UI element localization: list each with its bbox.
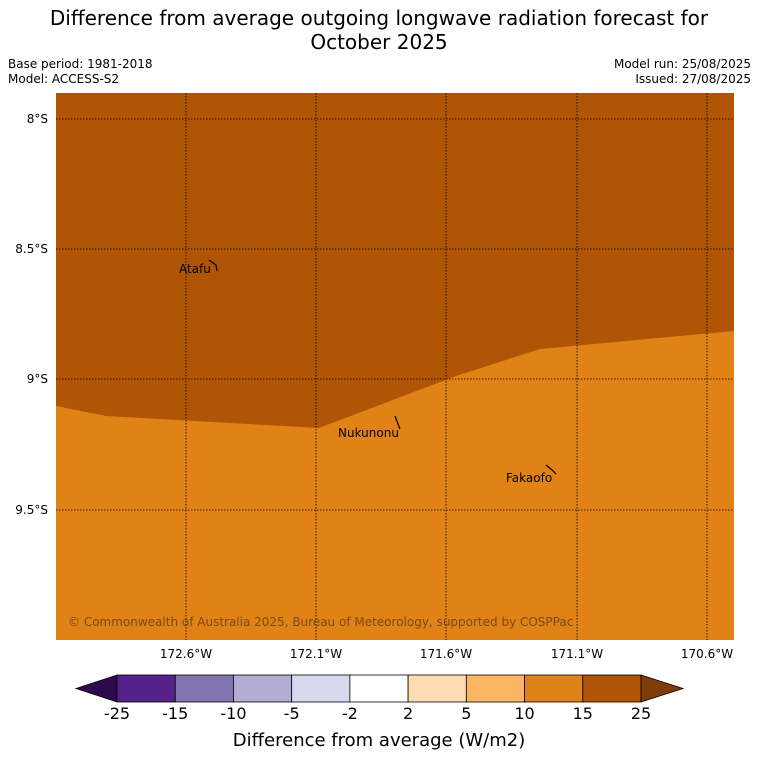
colorbar-tick-label: -25 bbox=[103, 704, 131, 723]
base-period: Base period: 1981-2018 bbox=[8, 57, 153, 71]
lat-label-9s: 9°S bbox=[26, 372, 48, 386]
colorbar-tick-label: 2 bbox=[403, 704, 414, 723]
chart-title: Difference from average outgoing longwav… bbox=[0, 6, 758, 54]
lon-label-171-1w: 171.1°W bbox=[550, 647, 604, 661]
colorbar-tick-label: -2 bbox=[341, 704, 358, 723]
fakaofo-island-outline bbox=[545, 464, 557, 475]
colorbar-segment-5-to-10 bbox=[465, 674, 525, 703]
colorbar-tick-label: 15 bbox=[572, 704, 593, 723]
graticule bbox=[56, 93, 734, 640]
colorbar-tick-label: -15 bbox=[162, 704, 189, 723]
colorbar-tick-label: -5 bbox=[283, 704, 300, 723]
colorbar-segment--2-to-2 bbox=[349, 674, 409, 703]
colorbar-segment--5-to--2 bbox=[291, 674, 351, 703]
map-canvas bbox=[56, 93, 734, 640]
map-panel: Atafu Nukunonu Fakaofo © Commonwealth of… bbox=[56, 93, 734, 640]
issued-date: Issued: 27/08/2025 bbox=[635, 72, 751, 86]
colorbar-tick-label: 10 bbox=[514, 704, 535, 723]
place-label-atafu: Atafu bbox=[179, 262, 211, 276]
meta-left: Base period: 1981-2018 Model: ACCESS-S2 bbox=[8, 57, 153, 87]
meta-right: Model run: 25/08/2025 Issued: 27/08/2025 bbox=[614, 57, 751, 87]
colorbar bbox=[74, 674, 685, 703]
lon-label-171-6w: 171.6°W bbox=[419, 647, 473, 661]
model-name: Model: ACCESS-S2 bbox=[8, 72, 120, 86]
nukunonu-island-outline bbox=[394, 415, 401, 430]
model-run: Model run: 25/08/2025 bbox=[613, 57, 751, 71]
colorbar-segment-15-to-25 bbox=[582, 674, 642, 703]
colorbar-tick-label: -10 bbox=[220, 704, 247, 723]
copyright-notice: © Commonwealth of Australia 2025, Bureau… bbox=[68, 615, 574, 629]
colorbar-segment-10-to-15 bbox=[524, 674, 584, 703]
colorbar-title: Difference from average (W/m2) bbox=[232, 730, 526, 751]
atafu-island-outline bbox=[208, 259, 218, 272]
band-10-15-area bbox=[56, 331, 734, 640]
lat-label-8s: 8°S bbox=[26, 112, 48, 126]
lat-label-8-5s: 8.5°S bbox=[15, 242, 48, 256]
lon-label-172-1w: 172.1°W bbox=[289, 647, 343, 661]
title-line-1: Difference from average outgoing longwav… bbox=[49, 6, 709, 30]
title-line-2: October 2025 bbox=[310, 30, 448, 54]
lon-label-170-6w: 170.6°W bbox=[680, 647, 734, 661]
colorbar-extend-low bbox=[74, 674, 118, 703]
colorbar-segment-2-to-5 bbox=[407, 674, 467, 703]
place-label-fakaofo: Fakaofo bbox=[506, 471, 553, 485]
colorbar-segment--10-to--5 bbox=[233, 674, 293, 703]
lon-label-172-6w: 172.6°W bbox=[159, 647, 213, 661]
lat-label-9-5s: 9.5°S bbox=[15, 503, 48, 517]
colorbar-segment--25-to--15 bbox=[116, 674, 176, 703]
colorbar-extend-high bbox=[640, 674, 685, 703]
colorbar-segment--15-to--10 bbox=[174, 674, 234, 703]
place-label-nukunonu: Nukunonu bbox=[338, 426, 399, 440]
colorbar-tick-label: 25 bbox=[630, 704, 652, 723]
colorbar-tick-label: 5 bbox=[461, 704, 472, 723]
